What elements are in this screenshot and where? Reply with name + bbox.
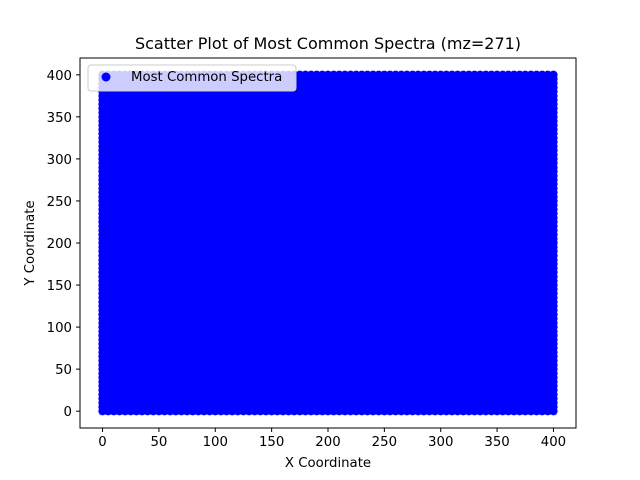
series-points [98,70,558,416]
chart-title: Scatter Plot of Most Common Spectra (mz=… [135,34,521,53]
